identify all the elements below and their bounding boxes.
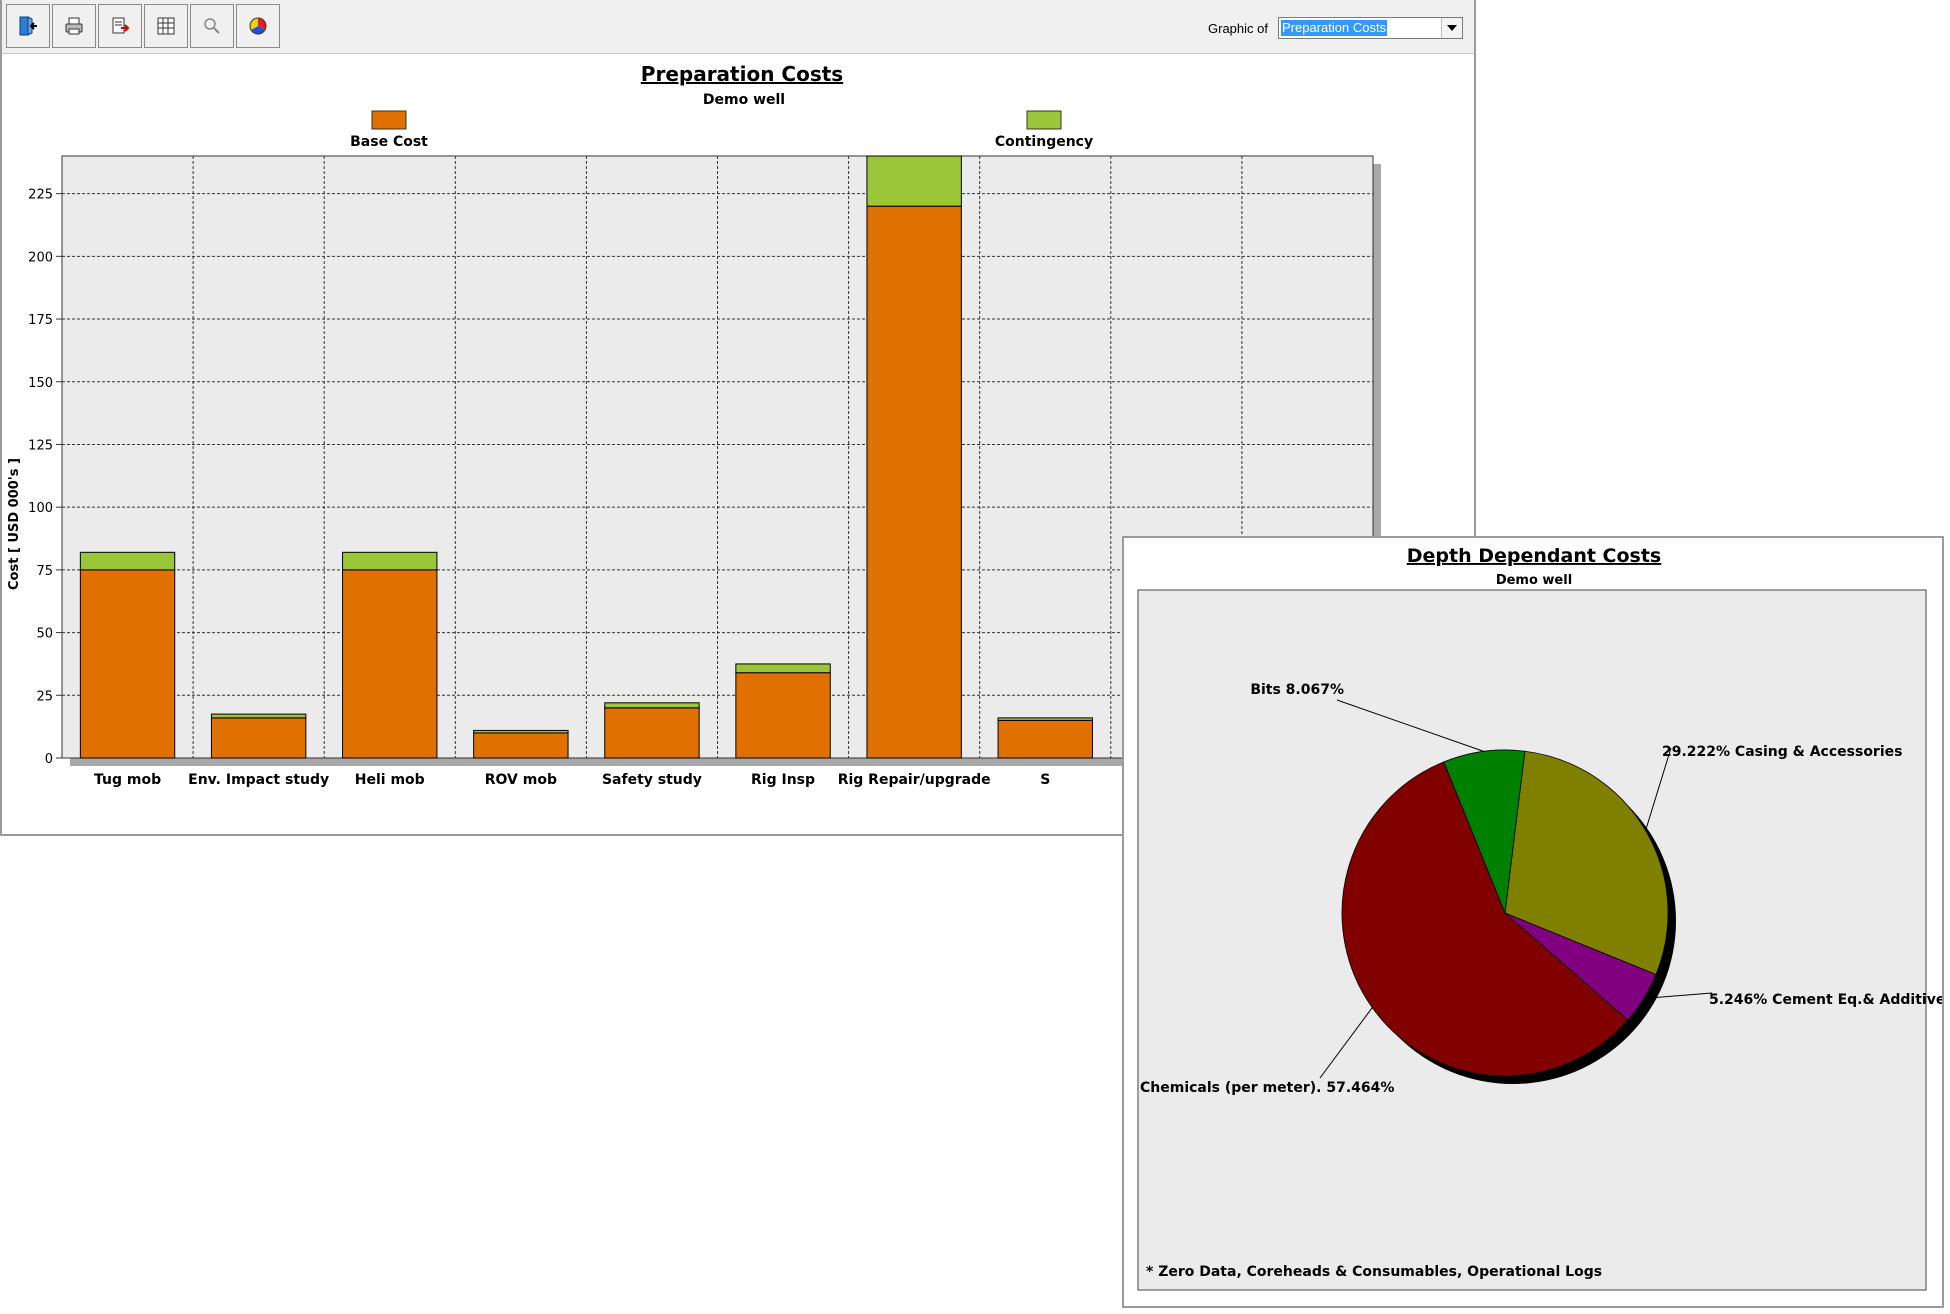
bar-contingency-env-impact-study — [210, 713, 307, 719]
zoom-icon — [201, 15, 223, 37]
y-tick-label: 225 — [28, 188, 53, 203]
bar-base-cost-safety-study — [604, 707, 700, 759]
bar-base-cost-heli-mob — [342, 569, 438, 759]
y-tick-label: 25 — [36, 689, 53, 704]
x-tick-label: Heli mob — [355, 772, 425, 788]
pie-slices: 29.222% Casing & Accessories 5.246% Cemen… — [1140, 682, 1942, 1096]
bar-base-cost-rov-mob — [473, 732, 569, 759]
toolbar: Graphic of Preparation Costs — [2, 0, 1474, 54]
graphic-select-value: Preparation Costs — [1281, 20, 1388, 36]
pie-slice-29-222-casing-accessories — [1504, 750, 1669, 976]
y-tick-label: 150 — [28, 376, 53, 391]
colors-button[interactable] — [236, 4, 280, 48]
pie-chart-window: Depth Dependant Costs Demo well 29.222% … — [1122, 536, 1944, 1308]
y-tick-label: 0 — [45, 752, 53, 767]
bar-contingency-heli-mob — [342, 551, 438, 571]
pie-leader-line — [1645, 747, 1672, 831]
pie-footnote: * Zero Data, Coreheads & Consumables, Op… — [1146, 1264, 1602, 1280]
x-tick-label: S — [1040, 772, 1050, 788]
graphic-select[interactable]: Preparation Costs — [1278, 17, 1463, 39]
x-tick-label: ROV mob — [485, 772, 557, 788]
legend: Base Cost Contingency — [350, 110, 1093, 150]
zoom-button[interactable] — [190, 4, 234, 48]
pie-leader-line — [1643, 992, 1713, 1000]
pie-leader-line — [1319, 1007, 1373, 1079]
print-icon — [63, 15, 85, 37]
legend-swatch-contingency — [1026, 110, 1062, 130]
pie-label-bits-8-067: Bits 8.067% — [1250, 682, 1344, 698]
x-tick-label: Tug mob — [94, 772, 161, 788]
legend-label-contingency: Contingency — [995, 134, 1093, 150]
pie-label-29-222-casing-accessories: 29.222% Casing & Accessories — [1662, 744, 1902, 760]
chart-subtitle: Demo well — [703, 92, 785, 108]
print-button[interactable] — [52, 4, 96, 48]
export-icon — [109, 15, 131, 37]
pie-label-chemicals-per-meter-57-464: Chemicals (per meter). 57.464% — [1140, 1080, 1394, 1096]
x-tick-label: Env. Impact study — [188, 772, 329, 788]
color-wheel-icon — [247, 15, 269, 37]
bar-base-cost-tug-mob — [79, 569, 176, 759]
pie-chart: Depth Dependant Costs Demo well 29.222% … — [1137, 545, 1942, 1291]
y-tick-label: 125 — [28, 438, 53, 453]
bar-contingency-tug-mob — [79, 551, 176, 571]
x-tick-label: Safety study — [602, 772, 702, 788]
exit-icon — [17, 15, 39, 37]
table-button[interactable] — [144, 4, 188, 48]
pie-chart-subtitle: Demo well — [1496, 573, 1572, 588]
x-tick-label: Rig Insp — [751, 772, 815, 788]
bar-base-cost-rig-repair-upgrade — [866, 205, 962, 759]
dropdown-arrow-icon[interactable] — [1441, 18, 1462, 38]
bar-base-cost-rig-insp — [735, 672, 831, 759]
graphic-of-label: Graphic of — [1208, 21, 1268, 36]
legend-label-base-cost: Base Cost — [350, 134, 428, 150]
bar-base-cost-s — [997, 719, 1093, 759]
chart-title: Preparation Costs — [641, 62, 843, 86]
y-tick-label: 175 — [28, 313, 53, 328]
exit-button[interactable] — [6, 4, 50, 48]
legend-swatch-base-cost — [371, 110, 407, 130]
bar-contingency-safety-study — [604, 702, 700, 709]
y-axis-label: Cost [ USD 000's ] — [7, 458, 22, 590]
x-tick-label: Rig Repair/upgrade — [838, 772, 991, 788]
bar-contingency-rov-mob — [473, 729, 569, 734]
table-icon — [155, 15, 177, 37]
bar-contingency-rig-repair-upgrade — [866, 155, 962, 207]
y-tick-label: 50 — [36, 627, 53, 642]
y-tick-label: 75 — [36, 564, 53, 579]
bar-contingency-s — [997, 717, 1093, 721]
pie-slice-bits-8-067 — [1443, 749, 1526, 915]
pie-label-5-246-cement-eq-additives: 5.246% Cement Eq.& Additives — [1709, 992, 1942, 1008]
pie-chart-title: Depth Dependant Costs — [1407, 545, 1662, 567]
pie-leader-line — [1336, 699, 1484, 752]
pie-slice-chemicals-per-meter-57-464 — [1341, 761, 1629, 1077]
y-tick-label: 100 — [28, 501, 53, 516]
bar-base-cost-env-impact-study — [210, 717, 307, 759]
export-button[interactable] — [98, 4, 142, 48]
bar-contingency-rig-insp — [735, 663, 831, 674]
y-tick-label: 200 — [28, 250, 53, 265]
